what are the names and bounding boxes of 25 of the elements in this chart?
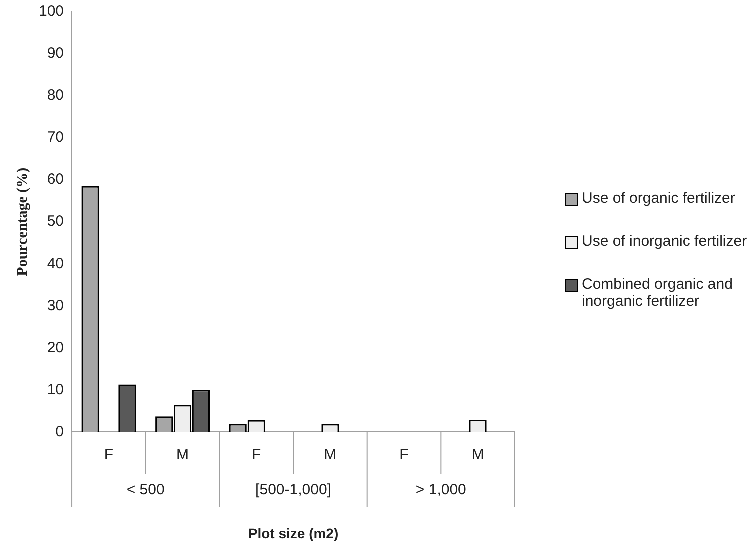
text: < 500 <box>126 481 165 498</box>
y-axis-title: Pourcentage (%) <box>14 168 31 276</box>
y-tick-label: 70 <box>47 129 64 146</box>
x-tick-label: F <box>400 446 409 464</box>
y-tick-label: 100 <box>38 3 64 20</box>
x-tick-label: F <box>252 446 262 464</box>
y-tick-label: 40 <box>47 255 64 272</box>
x-tick-label: M <box>176 446 190 464</box>
x-tick-label: M <box>472 446 484 464</box>
y-tick-label: 60 <box>47 171 64 188</box>
x-tick-label: M <box>324 446 337 464</box>
y-tick-label: 10 <box>47 381 64 398</box>
legend-label: Use of organic fertilizer <box>582 190 736 207</box>
text: [500-1,000] <box>256 481 332 498</box>
x-tick-label: F <box>104 446 114 464</box>
legend-label: Combined organic and inorganic fertilizer <box>582 276 734 310</box>
y-tick-label: 0 <box>56 423 64 440</box>
y-tick-label: 80 <box>47 87 64 104</box>
text: > 1,000 <box>416 481 466 498</box>
x-axis-title: Plot size (m2) <box>248 525 339 542</box>
y-tick-label: 20 <box>47 339 64 356</box>
y-tick-label: 50 <box>47 213 64 230</box>
y-tick-label: 90 <box>47 45 64 62</box>
y-tick-label: 30 <box>47 297 64 314</box>
legend-label: Use of inorganic fertilizer <box>582 233 748 250</box>
